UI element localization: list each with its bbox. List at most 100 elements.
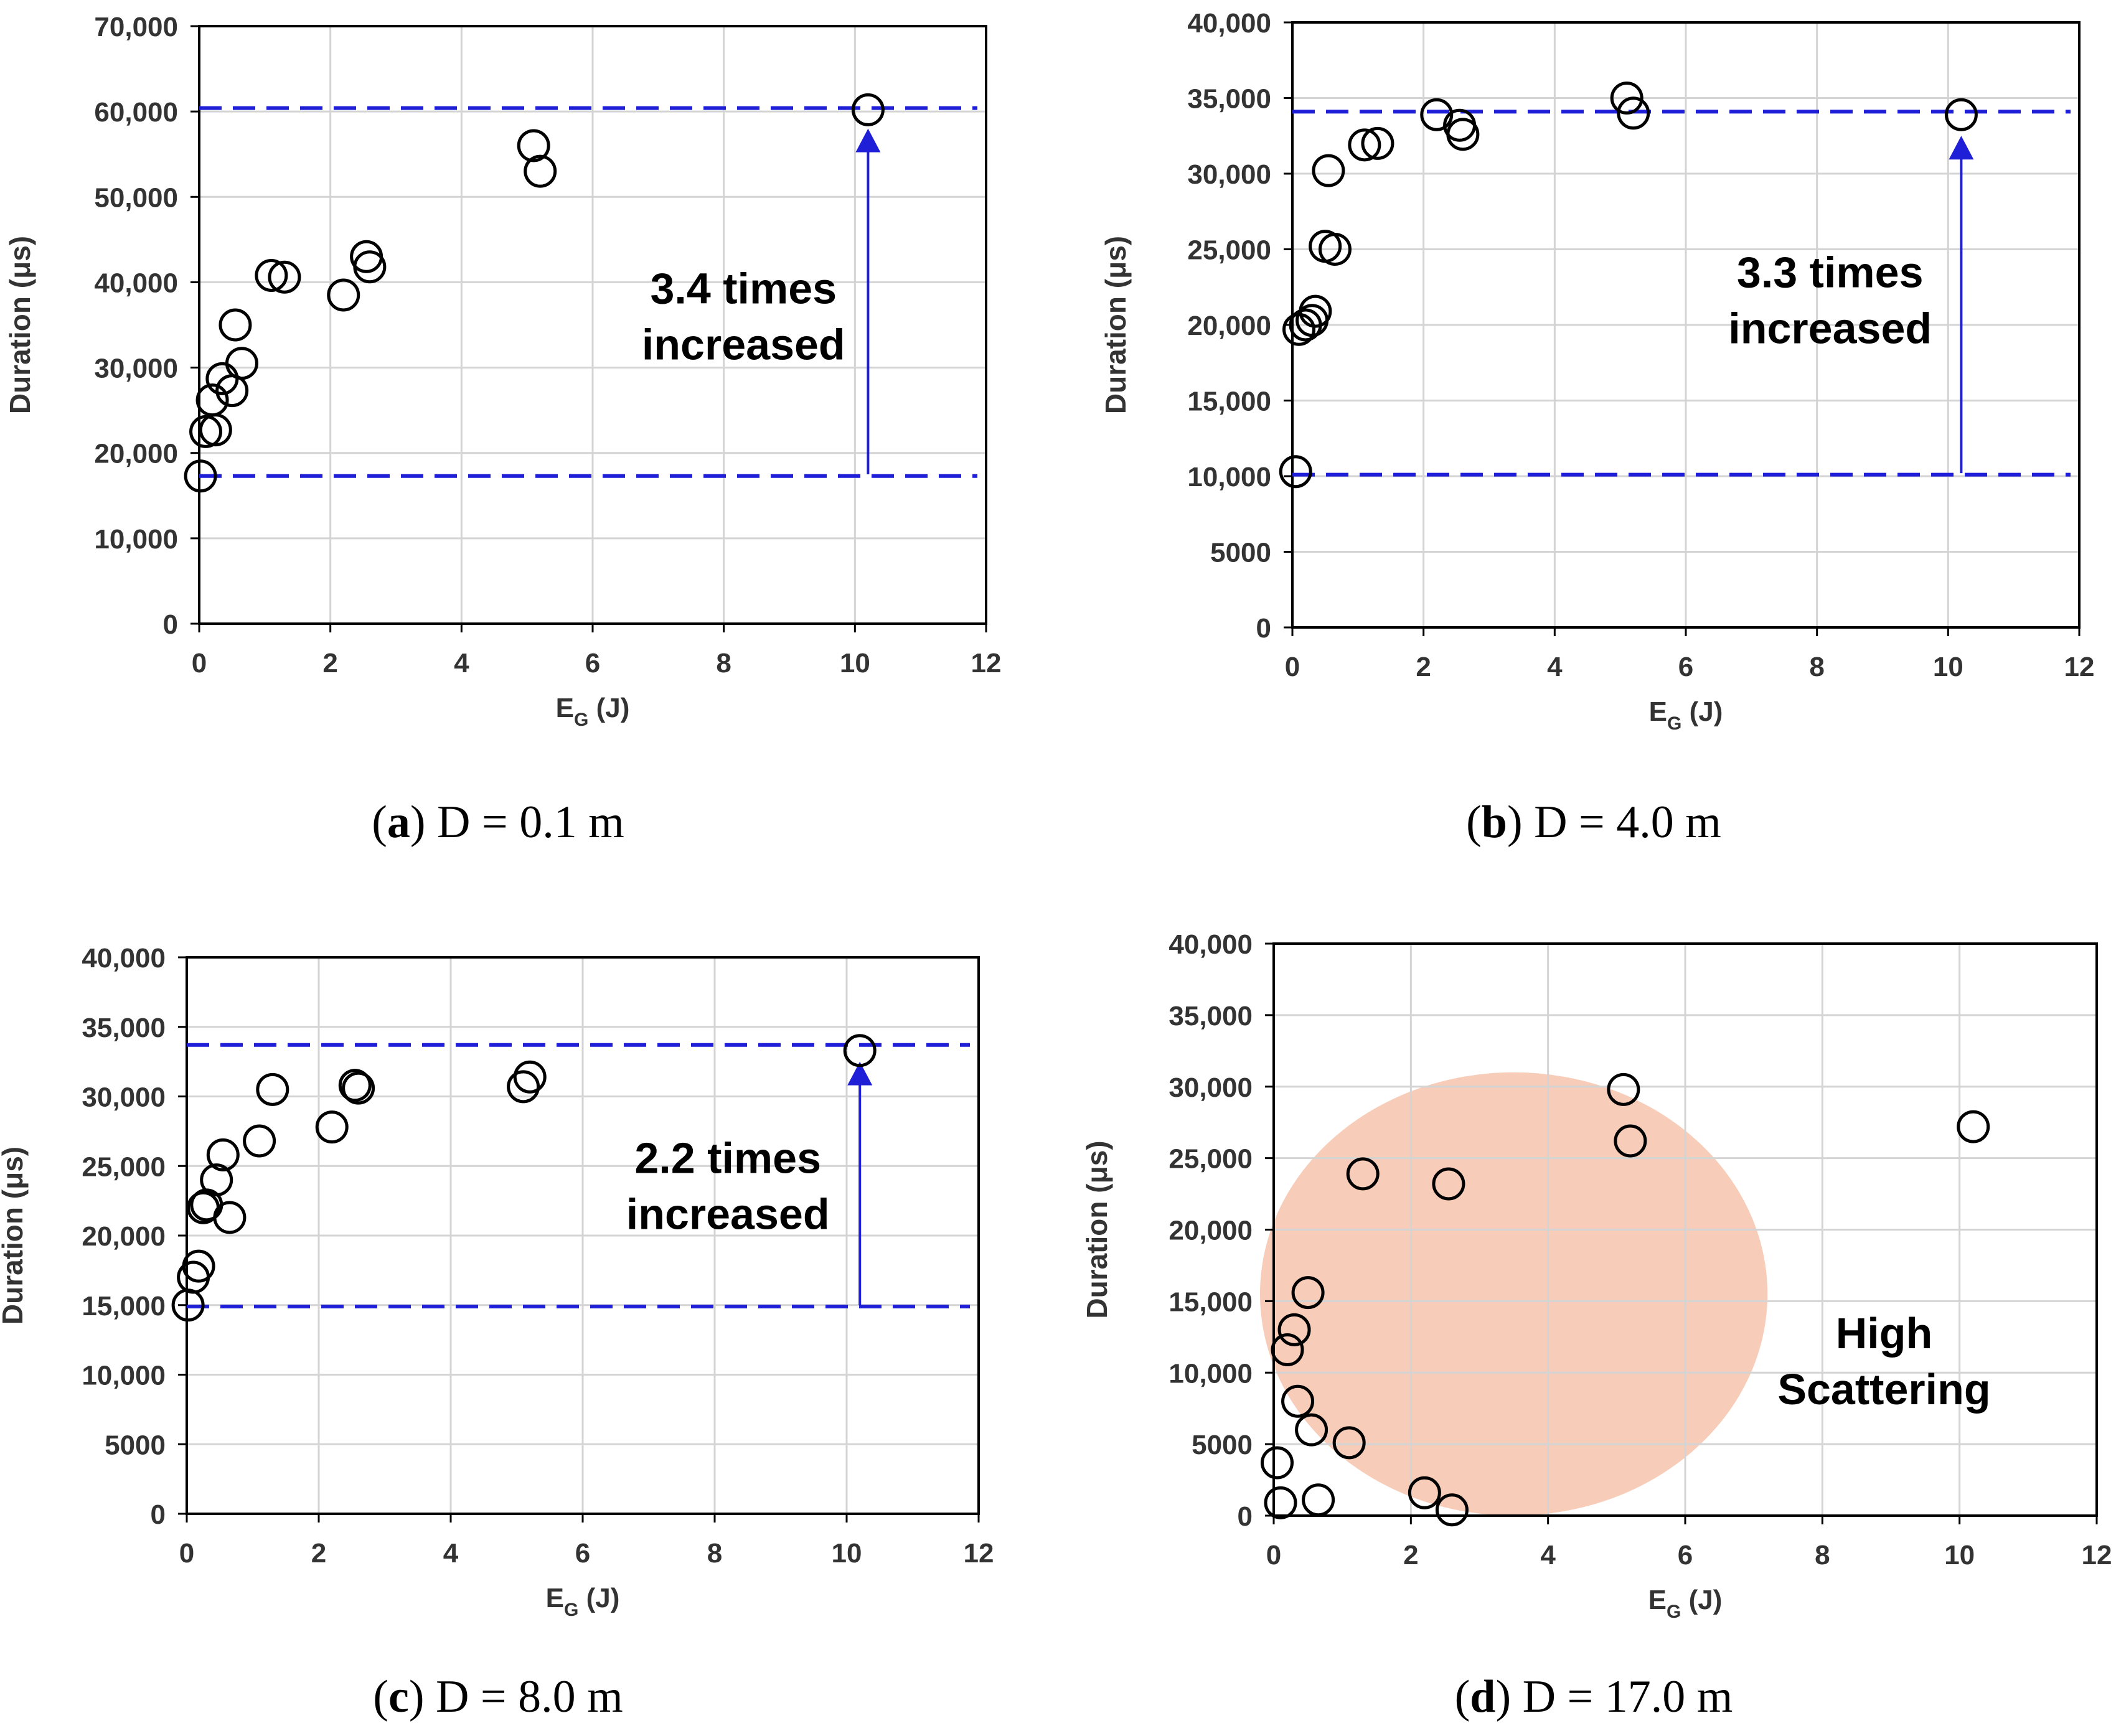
x-tick-label: 8 <box>1809 652 1824 682</box>
data-point <box>268 260 301 294</box>
annotation-line: increased <box>626 1189 830 1238</box>
data-point <box>199 413 232 447</box>
x-axis-label-unit: (J) <box>1681 697 1723 727</box>
data-point <box>1957 1110 1990 1143</box>
y-tick-label: 10,000 <box>1169 1358 1253 1389</box>
chart-panel-d: 0 2 4 6 8 10 12 0 5000 10,000 15,000 20,000 25,000 30… <box>1081 929 2112 1722</box>
y-tick-label: 40,000 <box>82 943 166 974</box>
caption-paren-open: ( <box>1455 1671 1470 1722</box>
x-axis-label-subscript: G <box>1667 713 1681 734</box>
panel-caption: (b) D = 4.0 m <box>1466 797 1721 848</box>
y-axis-label: Duration (μs) <box>0 1147 29 1325</box>
panel-caption: (c) D = 8.0 m <box>373 1671 623 1722</box>
y-tick-label: 25,000 <box>82 1152 166 1182</box>
annotation-line: Scattering <box>1777 1365 1990 1414</box>
data-point <box>1312 154 1345 187</box>
panel-caption: (a) D = 0.1 m <box>372 797 624 848</box>
chart-panel-c: 0 2 4 6 8 10 12 0 5000 10,000 15,000 20,000 25,000 30… <box>0 943 994 1722</box>
data-point <box>1408 1476 1441 1509</box>
x-tick-label: 8 <box>1815 1540 1830 1570</box>
x-axis-label-main: E <box>1648 1585 1667 1615</box>
panel-caption: (d) D = 17.0 m <box>1455 1671 1733 1722</box>
caption-paren-close: ) <box>1507 797 1534 848</box>
y-tick-label: 35,000 <box>1169 1001 1253 1031</box>
annotation-line: 3.3 times <box>1737 248 1924 296</box>
data-point <box>225 347 258 380</box>
data-point <box>1348 128 1381 162</box>
data-point <box>1617 96 1650 130</box>
data-point <box>1432 1167 1465 1201</box>
data-point <box>1435 1493 1469 1527</box>
y-tick-label: 10,000 <box>82 1361 166 1391</box>
x-tick-label: 4 <box>443 1538 459 1569</box>
x-tick-label: 6 <box>575 1538 590 1569</box>
x-tick-label: 6 <box>1678 652 1693 682</box>
data-point <box>213 1201 247 1234</box>
caption-letter: b <box>1482 797 1507 848</box>
data-point <box>338 1069 372 1102</box>
data-point <box>353 250 387 284</box>
x-axis-label: EG (J) <box>1648 1585 1723 1622</box>
y-tick-label: 0 <box>1238 1501 1253 1532</box>
increase-arrow-head <box>847 1061 873 1086</box>
y-tick-label: 40,000 <box>94 268 178 298</box>
data-point <box>1281 1384 1315 1418</box>
y-tick-label: 20,000 <box>94 439 178 469</box>
annotation-line: increased <box>642 321 845 369</box>
y-tick-label: 0 <box>1256 613 1271 644</box>
data-point <box>1277 1313 1311 1346</box>
data-point <box>1610 82 1643 115</box>
y-tick-label: 70,000 <box>94 12 178 42</box>
increase-arrow-head <box>1949 136 1974 160</box>
x-tick-label: 10 <box>840 648 870 678</box>
data-point <box>1264 1486 1297 1519</box>
y-tick-label: 10,000 <box>94 524 178 555</box>
caption-letter: c <box>388 1671 409 1722</box>
data-point <box>182 1249 215 1283</box>
data-point <box>524 154 557 188</box>
chart-panel-b: 0 2 4 6 8 10 12 0 5000 10,000 15,000 20,000 25,000 30… <box>1099 8 2094 848</box>
y-tick-label: 20,000 <box>82 1221 166 1252</box>
y-tick-label: 40,000 <box>1169 929 1253 960</box>
y-tick-label: 35,000 <box>1187 84 1271 115</box>
x-tick-label: 10 <box>1944 1540 1975 1570</box>
y-tick-label: 5000 <box>1192 1430 1253 1460</box>
data-point <box>1318 233 1352 266</box>
data-point <box>1346 1157 1380 1191</box>
data-point <box>851 93 885 126</box>
x-axis-label-main: E <box>1649 697 1667 727</box>
caption-paren-close: ) <box>1495 1671 1522 1722</box>
data-point <box>1361 126 1394 160</box>
x-axis-label-main: E <box>556 693 574 723</box>
data-point <box>1291 1276 1325 1310</box>
x-tick-label: 2 <box>1403 1540 1418 1570</box>
data-point <box>206 1138 240 1171</box>
data-point <box>507 1070 540 1104</box>
y-tick-label: 40,000 <box>1187 8 1271 39</box>
data-point <box>256 1072 289 1106</box>
x-tick-label: 4 <box>1540 1540 1556 1570</box>
caption-paren-open: ( <box>1466 797 1482 848</box>
y-tick-label: 30,000 <box>1187 159 1271 190</box>
x-axis-label-unit: (J) <box>1681 1585 1722 1615</box>
caption-letter: d <box>1470 1671 1495 1722</box>
x-tick-label: 12 <box>2082 1540 2112 1570</box>
x-tick-label: 4 <box>1547 652 1563 682</box>
data-point <box>1299 294 1332 328</box>
highlight-region <box>1259 1072 1768 1516</box>
x-tick-label: 0 <box>179 1538 194 1569</box>
x-axis-label: EG (J) <box>546 1583 620 1620</box>
y-tick-label: 5000 <box>105 1430 166 1460</box>
y-tick-label: 10,000 <box>1187 462 1271 492</box>
y-tick-label: 30,000 <box>94 354 178 384</box>
x-axis-label-subscript: G <box>564 1600 578 1620</box>
x-tick-label: 0 <box>1285 652 1300 682</box>
data-point <box>315 1110 349 1144</box>
y-tick-label: 25,000 <box>1169 1144 1253 1175</box>
x-axis-label: EG (J) <box>1649 697 1723 734</box>
x-tick-label: 10 <box>832 1538 862 1569</box>
x-axis-label: EG (J) <box>556 693 630 730</box>
x-tick-label: 4 <box>454 648 469 678</box>
x-tick-label: 2 <box>322 648 337 678</box>
